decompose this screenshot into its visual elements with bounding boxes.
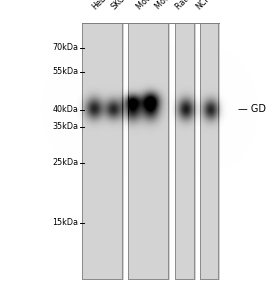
Text: 15kDa: 15kDa [52,218,78,227]
Text: 40kDa: 40kDa [53,105,78,114]
Text: 55kDa: 55kDa [52,68,78,76]
Text: NCI-H460: NCI-H460 [194,0,227,11]
Text: HeLa: HeLa [90,0,111,11]
Text: — GDA: — GDA [238,104,266,115]
Text: Mouse lung: Mouse lung [153,0,192,11]
Text: Mouse liver: Mouse liver [135,0,174,11]
Text: 25kDa: 25kDa [52,158,78,167]
Text: 35kDa: 35kDa [52,122,78,131]
Text: Rat testis: Rat testis [174,0,207,11]
Text: 70kDa: 70kDa [52,44,78,52]
Text: SKOV3: SKOV3 [109,0,135,11]
